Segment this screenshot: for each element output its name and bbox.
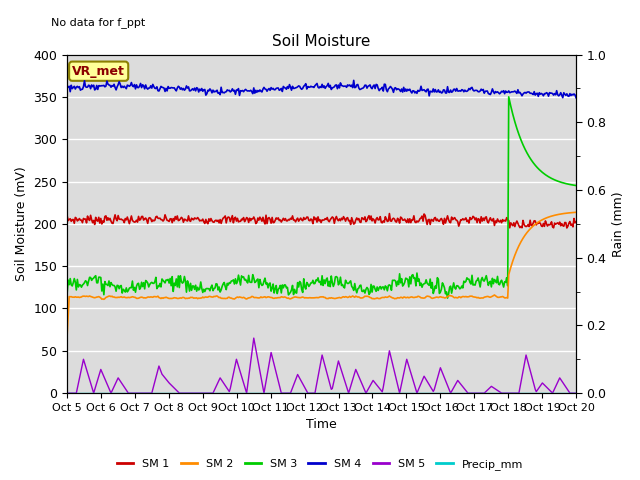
- Y-axis label: Soil Moisture (mV): Soil Moisture (mV): [15, 167, 28, 281]
- Text: No data for f_ppt: No data for f_ppt: [51, 17, 145, 28]
- Text: VR_met: VR_met: [72, 65, 125, 78]
- Title: Soil Moisture: Soil Moisture: [273, 34, 371, 49]
- Y-axis label: Rain (mm): Rain (mm): [612, 191, 625, 257]
- X-axis label: Time: Time: [306, 419, 337, 432]
- Legend: SM 1, SM 2, SM 3, SM 4, SM 5, Precip_mm: SM 1, SM 2, SM 3, SM 4, SM 5, Precip_mm: [112, 455, 528, 474]
